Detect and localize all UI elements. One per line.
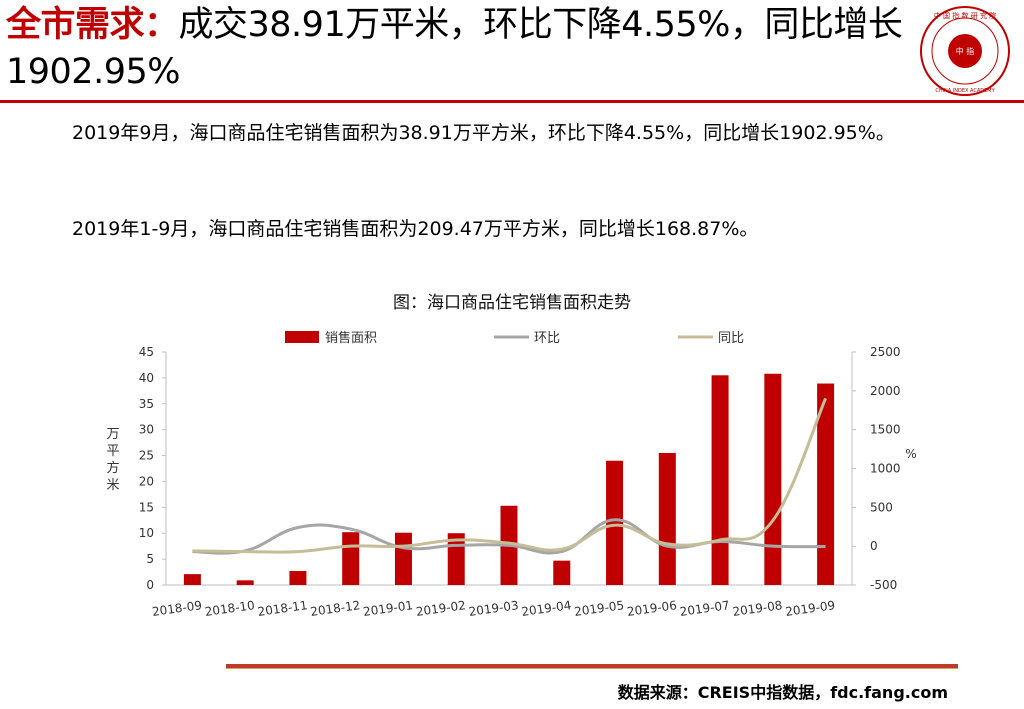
y-left-axis-label-char: 方 bbox=[106, 460, 119, 476]
y-left-tick-label: 30 bbox=[139, 423, 154, 437]
x-tick-label: 2018-10 bbox=[204, 598, 256, 619]
x-tick-label: 2018-11 bbox=[257, 598, 309, 619]
x-tick-label: 2019-06 bbox=[626, 598, 678, 619]
x-tick-label: 2019-08 bbox=[732, 598, 784, 619]
y-left-axis-label-char: 平 bbox=[106, 444, 119, 459]
x-tick-label: 2019-07 bbox=[679, 598, 731, 619]
y-left-axis-label-char: 万 bbox=[106, 427, 119, 442]
x-tick-label: 2018-12 bbox=[310, 598, 362, 619]
y-right-axis-label: % bbox=[905, 447, 916, 461]
y-left-axis-label-char: 米 bbox=[106, 478, 119, 493]
y-right-tick-label: 500 bbox=[870, 500, 893, 514]
y-left-tick-label: 40 bbox=[139, 371, 154, 385]
x-tick-label: 2019-02 bbox=[415, 598, 467, 619]
y-right-tick-label: -500 bbox=[870, 578, 897, 592]
y-left-tick-label: 0 bbox=[146, 578, 154, 592]
footer-divider-thin bbox=[226, 668, 958, 669]
x-tick-label: 2019-09 bbox=[784, 598, 836, 619]
sales-area-bar bbox=[394, 532, 412, 585]
y-right-tick-label: 1000 bbox=[870, 462, 901, 476]
data-source: 数据来源：CREIS中指数据，fdc.fang.com bbox=[617, 683, 948, 702]
y-right-tick-label: 2000 bbox=[870, 384, 901, 398]
sales-area-bar bbox=[183, 574, 201, 585]
y-left-tick-label: 20 bbox=[139, 474, 154, 488]
y-left-tick-label: 45 bbox=[139, 345, 154, 359]
legend-label-mom: 环比 bbox=[534, 331, 560, 346]
page-title: 全市需求：成交38.91万平米，环比下降4.55%，同比增长1902.95% bbox=[6, 2, 906, 96]
logo-center-text: 中 指 bbox=[956, 46, 975, 56]
sales-area-bar bbox=[764, 373, 782, 585]
sales-area-bar bbox=[606, 460, 624, 585]
x-tick-label: 2018-09 bbox=[151, 598, 203, 619]
sales-area-bar bbox=[289, 571, 307, 585]
page-title-highlight: 全市需求： bbox=[6, 5, 179, 45]
logo-text: 中 国 指 数 研 究 院 bbox=[934, 11, 996, 20]
paragraph-monthly: 2019年9月，海口商品住宅销售面积为38.91万平方米，环比下降4.55%，同… bbox=[72, 122, 895, 144]
legend-label-sales: 销售面积 bbox=[325, 330, 377, 346]
y-right-tick-label: 2500 bbox=[870, 345, 901, 359]
legend-swatch-sales bbox=[285, 331, 319, 343]
paragraph-ytd: 2019年1-9月，海口商品住宅销售面积为209.47万平方米，同比增长168.… bbox=[72, 218, 759, 240]
sales-area-bar bbox=[658, 452, 676, 585]
x-tick-label: 2019-04 bbox=[521, 598, 573, 619]
sales-area-bar bbox=[817, 383, 835, 585]
y-right-tick-label: 1500 bbox=[870, 423, 901, 437]
page-title-text: 成交38.91万平米，环比下降4.55%，同比增长1902.95% bbox=[6, 5, 903, 92]
y-left-tick-label: 35 bbox=[139, 397, 154, 411]
header-divider bbox=[0, 100, 1024, 103]
sales-area-bar bbox=[711, 375, 729, 585]
chart-title: 图：海口商品住宅销售面积走势 bbox=[393, 293, 631, 313]
sales-area-bar bbox=[553, 560, 571, 585]
mom-line bbox=[192, 518, 826, 555]
legend-label-yoy: 同比 bbox=[718, 331, 744, 346]
y-left-tick-label: 10 bbox=[139, 526, 154, 540]
y-right-tick-label: 0 bbox=[870, 539, 878, 553]
footer-divider bbox=[226, 664, 958, 668]
china-index-academy-logo: 中 国 指 数 研 究 院 中 指 CHINA INDEX ACADEMY bbox=[920, 6, 1010, 96]
y-left-tick-label: 5 bbox=[146, 552, 154, 566]
x-tick-label: 2019-05 bbox=[573, 598, 625, 619]
x-tick-label: 2019-01 bbox=[362, 598, 414, 619]
y-left-tick-label: 15 bbox=[139, 500, 154, 514]
y-left-tick-label: 25 bbox=[139, 449, 154, 463]
x-tick-label: 2019-03 bbox=[468, 598, 520, 619]
sales-area-bar bbox=[236, 580, 254, 585]
sales-area-bar bbox=[342, 532, 360, 585]
logo-english-text: CHINA INDEX ACADEMY bbox=[935, 88, 995, 94]
yoy-line bbox=[192, 397, 827, 554]
